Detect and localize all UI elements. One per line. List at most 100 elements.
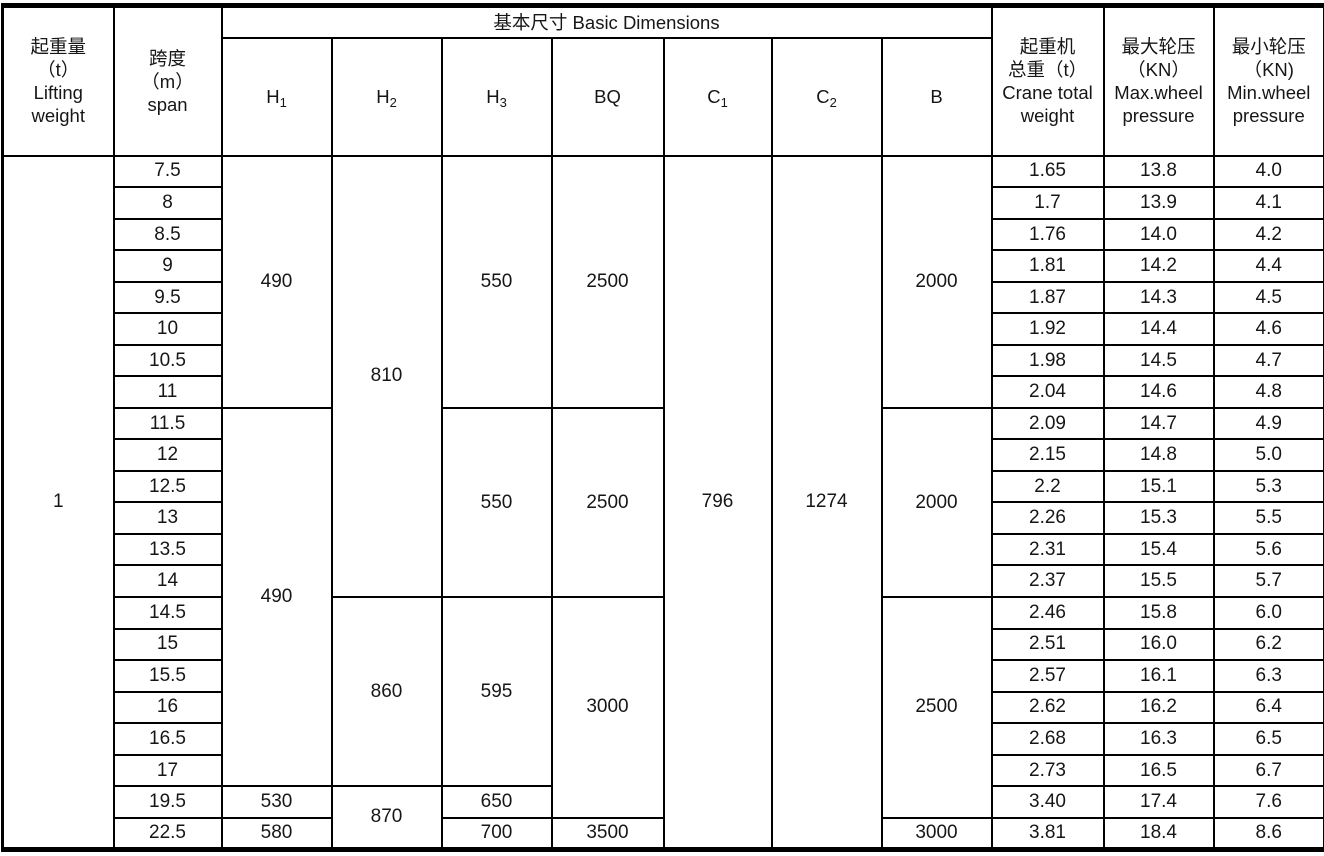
total-weight-cell: 2.15 [990,438,1105,472]
max-pressure-cell: 14.3 [1102,280,1215,315]
b-cell: 2500 [880,596,993,819]
max-pressure-cell: 13.8 [1102,154,1215,189]
min-pressure-cell: 4.6 [1212,312,1324,346]
crane-dimensions-table: 起重量 （t） Lifting weight 跨度 （m） span 基本尺寸 … [1,3,1324,852]
header-c1-base: C [707,85,721,107]
total-weight-cell: 3.81 [990,816,1105,851]
lifting-weight-cell: 1 [1,154,115,851]
b-cell: 3000 [880,816,993,851]
header-crane-total-weight: 起重机 总重（t） Crane total weight [990,4,1105,157]
header-h2: H2 [330,36,443,157]
span-cell: 17 [112,753,223,788]
total-weight-cell: 2.46 [990,596,1105,630]
total-weight-cell: 2.31 [990,532,1105,567]
header-max-wheel-pressure: 最大轮压 （KN） Max.wheel pressure [1102,4,1215,157]
table-row: 16 2.62 16.2 6.4 [3,690,1324,725]
table-row: 14 2.37 15.5 5.7 [3,564,1324,598]
header-h2-base: H [376,85,390,107]
max-pressure-cell: 16.0 [1102,627,1215,662]
total-weight-cell: 1.65 [990,154,1105,189]
bq-cell: 3000 [550,596,665,819]
table-row: 13.5 2.31 15.4 5.6 [3,532,1324,567]
total-weight-cell: 1.98 [990,343,1105,378]
total-weight-cell: 2.2 [990,469,1105,504]
h2-cell: 860 [330,595,443,788]
table-row: 15 2.51 16.0 6.2 [3,627,1324,662]
max-pressure-cell: 15.5 [1102,564,1215,598]
table-row: 1 7.5 490 810 550 2500 796 1274 2000 1.6… [1,154,1324,851]
max-pressure-cell: 16.5 [1102,753,1215,788]
header-h1-base: H [266,85,280,107]
header-min-wheel-pressure: 最小轮压 （KN) Min.wheel pressure [1212,4,1324,157]
span-cell: 10.5 [112,343,223,378]
span-cell: 11.5 [112,406,223,441]
min-pressure-cell: 5.0 [1212,438,1324,472]
total-weight-cell: 3.40 [990,785,1105,819]
header-b-base: B [930,85,943,107]
total-weight-cell: 2.62 [990,690,1105,725]
total-weight-cell: 1.87 [990,280,1105,315]
span-cell: 12.5 [112,469,223,504]
min-pressure-cell: 7.6 [1212,785,1324,819]
h2-cell: 870 [330,785,443,851]
total-weight-cell: 2.37 [990,564,1105,598]
b-cell: 2000 [880,154,993,409]
table-row: 19.5 530 870 650 3.40 17.4 7.6 [3,785,1324,851]
min-pressure-cell: 4.9 [1212,406,1324,441]
h3-cell: 595 [440,595,553,788]
table-row: 8.5 1.76 14.0 4.2 [3,217,1324,252]
header-h3: H3 [440,36,553,157]
total-weight-cell: 2.09 [990,406,1105,441]
total-weight-cell: 1.92 [990,312,1105,346]
total-weight-cell: 1.81 [990,249,1105,283]
total-weight-cell: 1.76 [990,217,1105,252]
table-row: 16.5 2.68 16.3 6.5 [3,722,1324,756]
min-pressure-cell: 4.0 [1212,154,1324,189]
header-c1-sub: 1 [720,94,728,110]
max-pressure-cell: 18.4 [1102,816,1215,851]
table-row: 10 1.92 14.4 4.6 [3,312,1324,346]
table-row: 9 1.81 14.2 4.4 [3,249,1324,283]
span-cell: 9.5 [112,280,223,315]
header-bq-base: BQ [594,85,621,107]
min-pressure-cell: 5.5 [1212,501,1324,535]
span-cell: 10 [112,312,223,346]
span-cell: 12 [112,438,223,472]
max-pressure-cell: 17.4 [1102,785,1215,819]
max-pressure-cell: 16.3 [1102,722,1215,756]
max-pressure-cell: 14.8 [1102,438,1215,472]
bq-cell: 2500 [550,406,665,599]
max-pressure-cell: 15.3 [1102,501,1215,535]
bq-cell: 2500 [550,154,665,409]
min-pressure-cell: 6.4 [1212,690,1324,725]
table-row: 11 2.04 14.6 4.8 [3,375,1324,409]
min-pressure-cell: 5.6 [1212,532,1324,567]
total-weight-cell: 2.73 [990,753,1105,788]
table-row: 12.5 2.2 15.1 5.3 [3,469,1324,504]
table-row: 13 2.26 15.3 5.5 [3,501,1324,535]
min-pressure-cell: 4.2 [1212,217,1324,252]
min-pressure-cell: 4.8 [1212,375,1324,409]
table-row: 14.5 860 595 3000 2500 2.46 15.8 6.0 [3,595,1324,819]
total-weight-cell: 2.26 [990,501,1105,535]
h3-cell: 550 [440,154,553,409]
table-row: 17 2.73 16.5 6.7 [3,753,1324,788]
span-cell: 8 [112,186,223,220]
header-c1: C1 [662,36,773,157]
header-h2-sub: 2 [389,94,397,110]
max-pressure-cell: 16.1 [1102,659,1215,693]
min-pressure-cell: 4.7 [1212,343,1324,378]
min-pressure-cell: 6.7 [1212,753,1324,788]
max-pressure-cell: 14.0 [1102,217,1215,252]
span-cell: 13.5 [112,532,223,567]
min-pressure-cell: 5.3 [1212,469,1324,504]
total-weight-cell: 2.04 [990,375,1105,409]
total-weight-cell: 2.51 [990,627,1105,662]
table-row: 22.5 580 700 3500 3000 3.81 18.4 8.6 [3,816,1324,851]
span-cell: 16.5 [112,722,223,756]
total-weight-cell: 2.68 [990,722,1105,756]
header-lifting-weight: 起重量 （t） Lifting weight [1,4,115,157]
max-pressure-cell: 16.2 [1102,690,1215,725]
span-cell: 9 [112,249,223,283]
